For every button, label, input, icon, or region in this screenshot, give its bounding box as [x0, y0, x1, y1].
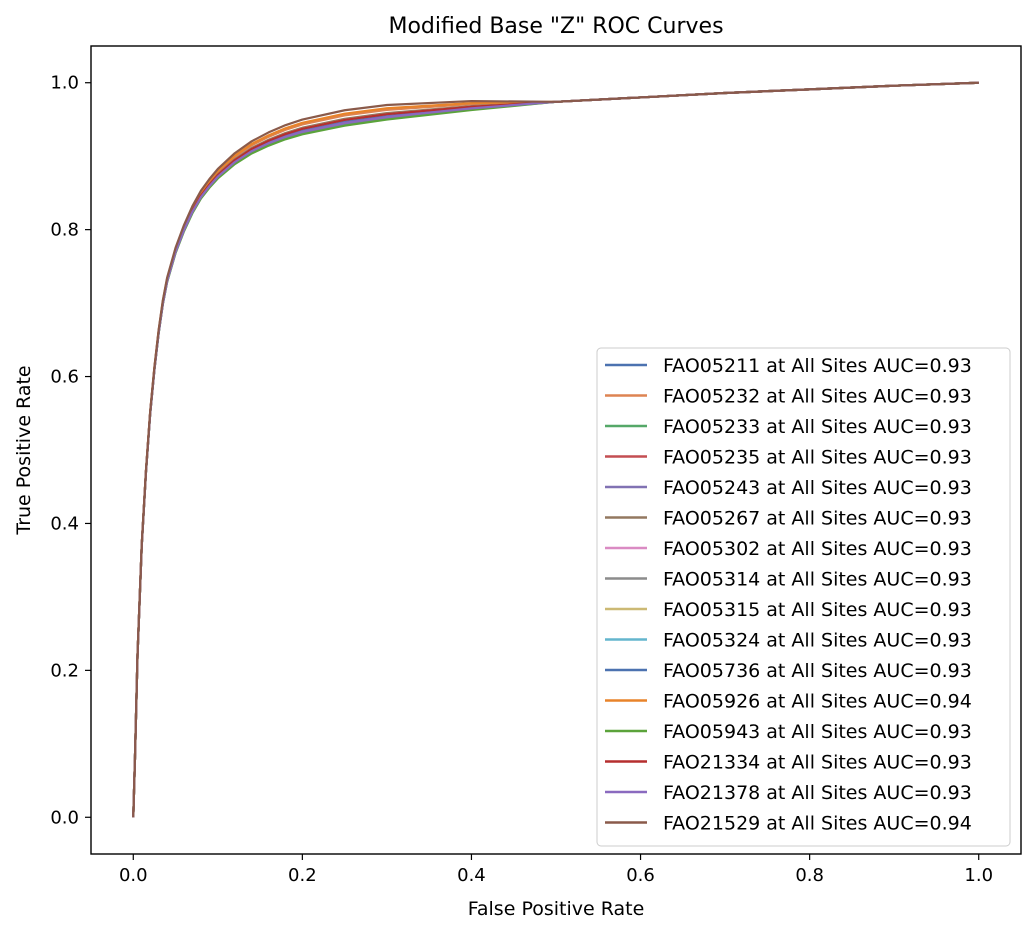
- x-axis-ticks: 0.0 0.2 0.4 0.6 0.8 1.0: [119, 854, 993, 886]
- legend-entry-label: FAO05324 at All Sites AUC=0.93: [663, 630, 972, 652]
- legend-entry-label: FAO21378 at All Sites AUC=0.93: [663, 782, 972, 804]
- legend-entry-label: FAO05315 at All Sites AUC=0.93: [663, 599, 972, 621]
- y-tick-label: 0.0: [50, 807, 79, 828]
- legend-entry-label: FAO21529 at All Sites AUC=0.94: [663, 813, 972, 835]
- legend-entry-label: FAO05233 at All Sites AUC=0.93: [663, 416, 972, 438]
- y-axis-label: True Positive Rate: [13, 365, 35, 535]
- x-tick-label: 0.8: [795, 865, 824, 886]
- y-tick-label: 0.4: [50, 513, 79, 534]
- legend-entry-label: FAO21334 at All Sites AUC=0.93: [663, 752, 972, 774]
- x-tick-label: 0.0: [119, 865, 148, 886]
- legend-entry-label: FAO05736 at All Sites AUC=0.93: [663, 660, 972, 682]
- x-tick-label: 0.4: [457, 865, 486, 886]
- legend-box: [596, 347, 1011, 847]
- legend-entry-label: FAO05267 at All Sites AUC=0.93: [663, 508, 972, 530]
- legend-entry-label: FAO05314 at All Sites AUC=0.93: [663, 569, 972, 591]
- plot-area: [132, 81, 979, 818]
- x-axis-label: False Positive Rate: [468, 898, 645, 920]
- legend-entry-label: FAO05232 at All Sites AUC=0.93: [663, 386, 972, 408]
- x-tick-label: 1.0: [964, 865, 993, 886]
- x-tick-label: 0.6: [626, 865, 655, 886]
- legend-entry-label: FAO05943 at All Sites AUC=0.93: [663, 721, 972, 743]
- legend-entry-label: FAO05235 at All Sites AUC=0.93: [663, 447, 972, 469]
- y-tick-label: 0.6: [50, 367, 79, 388]
- y-tick-label: 1.0: [50, 73, 79, 94]
- y-tick-label: 0.2: [50, 660, 79, 681]
- chart-title: Modified Base "Z" ROC Curves: [388, 14, 723, 39]
- legend-entry-label: FAO05302 at All Sites AUC=0.93: [663, 538, 972, 560]
- x-tick-label: 0.2: [288, 865, 317, 886]
- legend-entry-label: FAO05926 at All Sites AUC=0.94: [663, 691, 972, 713]
- plot-frame: [90, 45, 1022, 855]
- y-axis-ticks: 0.0 0.2 0.4 0.6 0.8 1.0: [50, 73, 91, 828]
- legend-entry-label: FAO05211 at All Sites AUC=0.93: [663, 355, 972, 377]
- y-tick-label: 0.8: [50, 220, 79, 241]
- legend: FAO05211 at All Sites AUC=0.93 FAO05232 a…: [596, 347, 1011, 847]
- roc-curve-series-16: [132, 81, 979, 818]
- legend-entry-label: FAO05243 at All Sites AUC=0.93: [663, 477, 972, 499]
